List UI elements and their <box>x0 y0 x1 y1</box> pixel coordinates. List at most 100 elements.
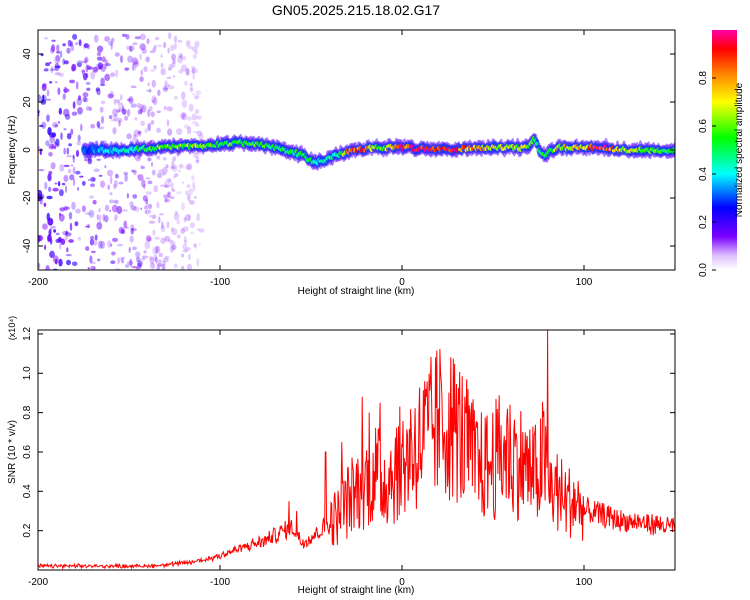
noise-blob <box>159 213 164 216</box>
noise-blob <box>181 91 186 100</box>
noise-blob <box>185 247 191 251</box>
noise-blob <box>150 111 155 118</box>
noise-blob <box>140 165 144 170</box>
spectrogram-y-label: Frequency (Hz) <box>7 116 18 185</box>
noise-blob <box>195 90 202 96</box>
noise-blob <box>140 120 145 127</box>
noise-blob <box>163 87 169 91</box>
noise-blob <box>157 89 161 97</box>
noise-blob <box>53 229 56 233</box>
noise-blob <box>139 104 144 112</box>
noise-blob <box>83 44 87 50</box>
colorbar-label: Normalized spectral amplitude <box>734 82 745 217</box>
noise-blob <box>130 103 137 108</box>
noise-blob <box>173 35 178 43</box>
noise-blob <box>164 184 170 188</box>
noise-blob <box>49 81 53 84</box>
noise-blob <box>187 116 192 121</box>
noise-blob <box>167 67 173 71</box>
noise-blob <box>80 123 83 132</box>
noise-blob <box>118 120 121 127</box>
noise-blob <box>85 73 89 78</box>
noise-blob <box>39 124 44 127</box>
noise-blob <box>82 96 88 103</box>
noise-blob <box>145 202 149 208</box>
snr-x-tick-label: -200 <box>28 577 48 588</box>
noise-blob <box>141 104 147 113</box>
colorbar-tick-label: 0.4 <box>698 167 709 181</box>
noise-blob <box>193 243 197 247</box>
noise-blob <box>184 124 189 129</box>
noise-blob <box>54 182 58 185</box>
noise-blob <box>112 184 117 190</box>
noise-blob <box>146 89 153 92</box>
snr-y-axis: 0.2 0.4 0.6 0.8 1.0 1.2 <box>22 327 675 538</box>
noise-blob <box>128 96 134 104</box>
noise-blob <box>156 172 163 179</box>
noise-blob <box>126 261 133 265</box>
spectrogram-y-tick-label: 0 <box>22 147 33 153</box>
noise-blob <box>147 180 153 185</box>
noise-blob <box>155 256 158 264</box>
noise-blob <box>63 164 70 168</box>
noise-blob <box>90 176 96 182</box>
noise-blob <box>38 262 41 270</box>
colorbar-tick-label: 0.0 <box>698 263 709 277</box>
noise-blob <box>178 169 181 173</box>
noise-blob <box>142 195 148 202</box>
noise-blob <box>194 95 200 100</box>
noise-blob <box>109 175 113 185</box>
noise-blob <box>104 73 111 81</box>
colorbar: 0.0 0.2 0.4 0.6 0.8 Normalized spectral ampl… <box>698 30 745 277</box>
noise-blob <box>166 119 170 127</box>
noise-blob <box>123 171 129 176</box>
noise-blob <box>98 126 105 130</box>
noise-blob <box>59 164 65 172</box>
noise-blob <box>193 244 198 249</box>
noise-blob <box>133 60 140 68</box>
noise-blob <box>151 169 156 176</box>
noise-blob <box>194 123 200 127</box>
noise-blob <box>49 228 52 231</box>
noise-blob <box>59 207 66 212</box>
noise-blob <box>133 206 140 212</box>
noise-blob <box>162 260 166 265</box>
noise-blob <box>153 97 158 106</box>
noise-blob <box>198 228 205 233</box>
noise-blob <box>54 72 61 76</box>
snr-frame <box>37 329 676 571</box>
spectrogram-x-tick-label: 100 <box>576 277 593 288</box>
noise-blob <box>152 229 156 236</box>
noise-blob <box>148 88 151 94</box>
noise-blob <box>189 222 195 229</box>
noise-blob <box>109 199 114 204</box>
noise-blob <box>48 170 53 176</box>
noise-blob <box>57 87 61 95</box>
noise-blob <box>163 41 167 49</box>
noise-blob <box>120 256 126 260</box>
noise-blob <box>38 235 41 243</box>
noise-blob <box>52 187 59 192</box>
noise-blob <box>158 216 161 224</box>
noise-blob <box>150 69 155 72</box>
noise-blob <box>61 182 66 186</box>
noise-blob <box>38 169 45 172</box>
noise-blob <box>41 83 47 91</box>
noise-blob <box>42 223 48 230</box>
noise-blob <box>76 62 82 68</box>
noise-blob <box>174 210 178 215</box>
noise-blob <box>174 95 178 100</box>
noise-blob <box>154 36 160 41</box>
noise-blob <box>96 221 103 230</box>
noise-blob <box>191 175 195 181</box>
noise-blob <box>71 65 75 72</box>
noise-blob <box>153 185 158 193</box>
noise-blob <box>113 199 119 204</box>
noise-blob <box>106 169 114 177</box>
noise-blob <box>172 157 175 163</box>
noise-blob <box>171 228 178 236</box>
noise-blob <box>50 65 54 74</box>
noise-blob <box>93 238 98 246</box>
noise-blob <box>43 202 47 207</box>
